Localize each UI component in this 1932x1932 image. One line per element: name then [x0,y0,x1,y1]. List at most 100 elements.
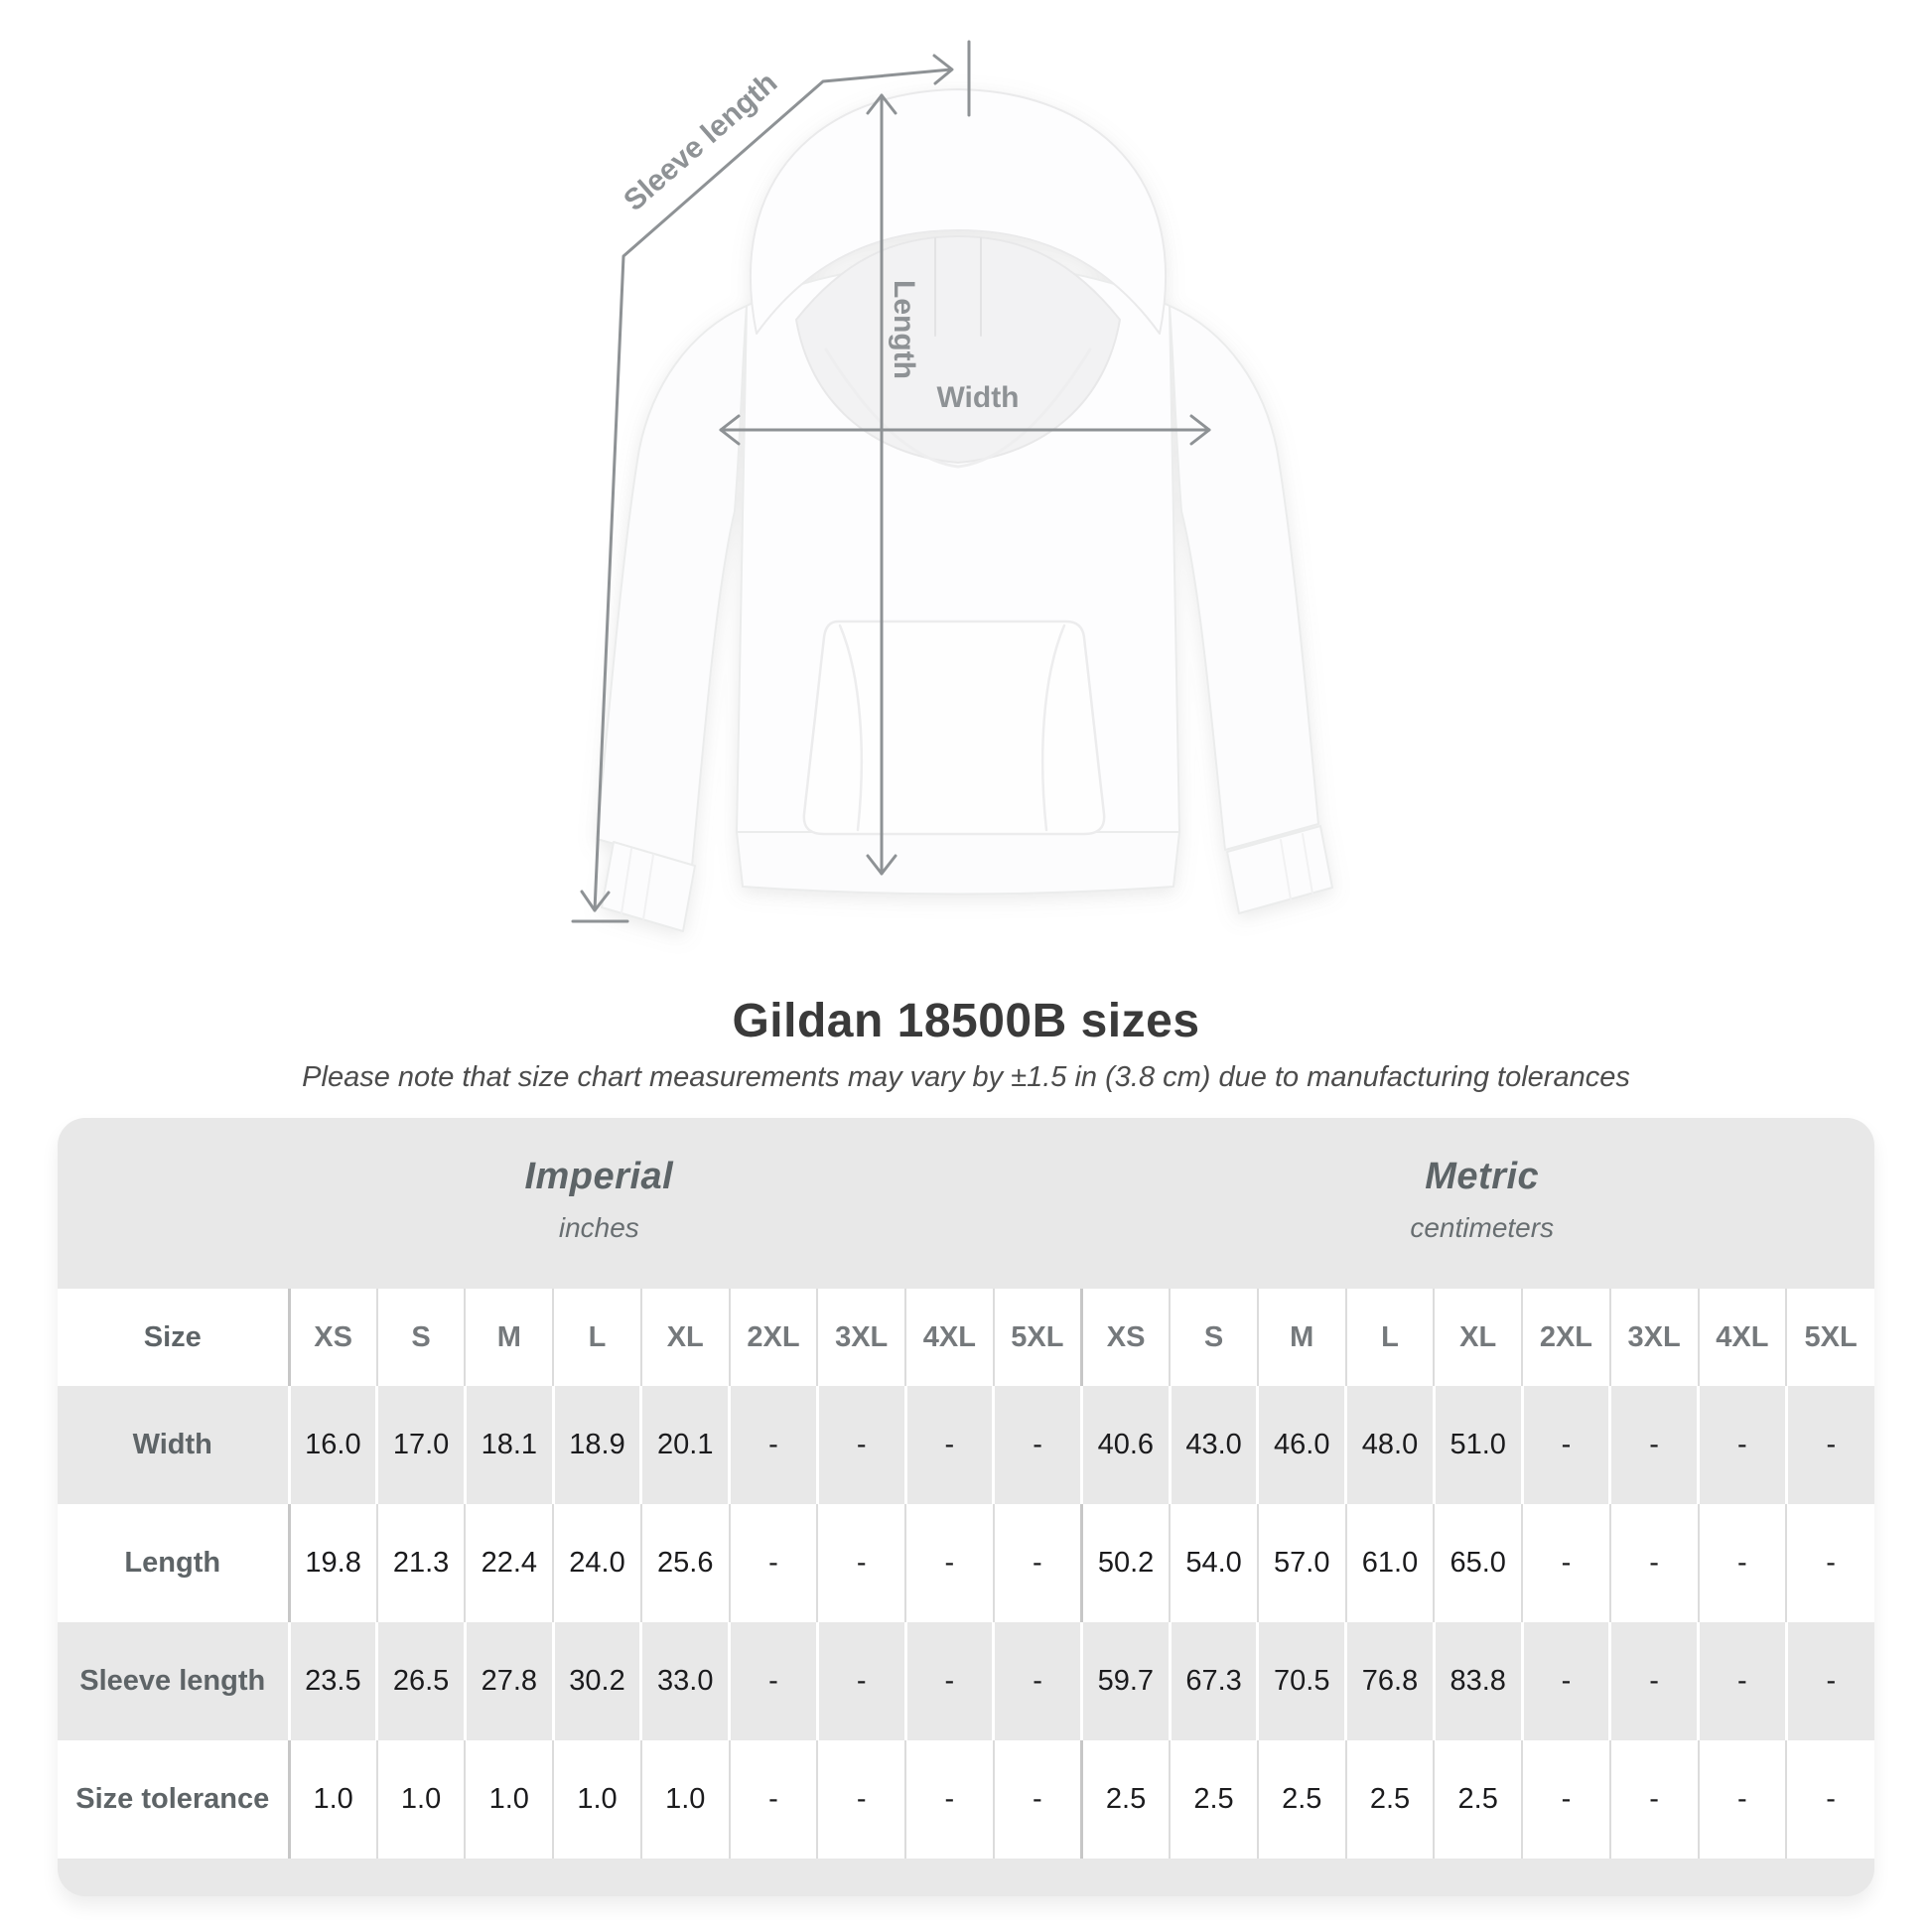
value-cell: - [1698,1740,1788,1859]
size-col-header: 3XL [817,1289,907,1386]
size-col-header: 4XL [905,1289,995,1386]
size-chart: Imperial inches Metric centimeters Size X… [58,1118,1874,1896]
value-cell: 46.0 [1257,1386,1348,1504]
value-cell: 50.2 [1081,1504,1172,1622]
size-column-label: Size [58,1289,291,1386]
value-cell: 2.5 [1345,1740,1436,1859]
value-cell: - [729,1740,819,1859]
value-cell: - [993,1740,1083,1859]
page-subtitle: Please note that size chart measurements… [302,1061,1630,1093]
value-cell: - [905,1740,995,1859]
row-label: Length [58,1504,291,1622]
value-cell: 19.8 [289,1504,378,1622]
hoodie-figure: Sleeve length Length Width [571,40,1333,932]
value-cell: 70.5 [1257,1622,1348,1740]
value-cell: - [1698,1504,1788,1622]
value-cell: - [1826,1429,1837,1460]
value-cell: - [1698,1386,1788,1504]
value-cell: - [1609,1386,1700,1504]
size-col-header: XL [640,1289,731,1386]
value-cell: - [729,1504,819,1622]
value-cell: 33.0 [640,1622,732,1740]
value-cell: 57.0 [1257,1504,1347,1622]
value-cell: 1.0 [465,1740,555,1859]
value-cell: - [1826,1783,1836,1815]
value-cell: 1.0 [376,1740,467,1859]
value-cell: - [1609,1740,1700,1859]
value-cell: 1.0 [640,1740,731,1859]
table-footer [58,1859,1874,1896]
value-cell: 30.2 [553,1622,643,1740]
value-cell: 2.5 [1434,1740,1524,1859]
value-cell: 2.5 [1081,1740,1172,1859]
page-title: Gildan 18500B sizes [732,995,1200,1047]
value-cell: 25.6 [640,1504,731,1622]
table-row: Sleeve length 23.5 26.5 27.8 30.2 33.0- - - -59.… [58,1622,1874,1740]
value-cell: - [993,1386,1083,1504]
value-cell: 22.4 [465,1504,555,1622]
size-col-header: XS [1081,1289,1172,1386]
size-col-header: XL [1434,1289,1524,1386]
value-cell: 83.8 [1434,1622,1524,1740]
value-cell: 51.0 [1434,1386,1524,1504]
value-cell: 23.5 [289,1622,379,1740]
value-cell: 18.1 [465,1386,555,1504]
size-col-header: 5XL [993,1289,1083,1386]
value-cell: - [1522,1386,1612,1504]
row-label: Width [58,1386,291,1504]
value-cell: 76.8 [1345,1622,1436,1740]
value-cell: 1.0 [289,1740,378,1859]
value-cell: - [729,1622,819,1740]
value-cell: - [1826,1547,1836,1579]
sleeve-length-arrow [571,40,971,923]
value-cell: 21.3 [376,1504,467,1622]
size-col-header: XS [289,1289,378,1386]
length-arrow [866,93,897,876]
width-label: Width [936,381,1019,414]
value-cell: - [1826,1665,1837,1697]
value-cell: - [1522,1622,1612,1740]
size-col-header: 3XL [1609,1289,1700,1386]
value-cell: - [1522,1504,1611,1622]
value-cell: 43.0 [1170,1386,1260,1504]
value-cell: 17.0 [376,1386,467,1504]
size-col-header: S [376,1289,467,1386]
size-header-row: Size XS S M L XL 2XL 3XL 4XL 5XL XS S M L XL 2XL 3XL 4XL 5… [58,1289,1874,1386]
size-col-header: L [553,1289,642,1386]
value-cell: - [1522,1740,1611,1859]
sleeve-length-label: Sleeve length [618,67,783,217]
size-col-header: L [1345,1289,1436,1386]
value-cell: 61.0 [1345,1504,1436,1622]
value-cell: 48.0 [1345,1386,1436,1504]
size-col-header: M [1257,1289,1347,1386]
value-cell: - [1609,1622,1700,1740]
value-cell: 2.5 [1257,1740,1347,1859]
value-cell: - [817,1504,907,1622]
value-cell: 27.8 [465,1622,555,1740]
value-cell: - [1698,1622,1788,1740]
hoodie-image [596,88,1333,932]
value-cell: - [905,1386,996,1504]
size-col-header: 5XL [1804,1320,1858,1353]
unit-group-header: Imperial inches Metric centimeters [58,1118,1874,1289]
size-col-header: 4XL [1698,1289,1788,1386]
value-cell: 20.1 [640,1386,732,1504]
value-cell: - [729,1386,819,1504]
value-cell: 54.0 [1170,1504,1259,1622]
width-arrow [719,414,1211,446]
table-row: Size tolerance 1.0 1.0 1.0 1.0 1.0- - - -2.5 2.5 2… [58,1740,1874,1859]
imperial-group-unit: inches [558,1212,639,1243]
size-table-body: Width 16.0 17.0 18.1 18.9 20.1- - - -40.6 43.0 46.… [58,1386,1874,1859]
metric-group-label: Metric [1425,1156,1540,1197]
row-label: Sleeve length [58,1622,291,1740]
size-col-header: 2XL [1522,1289,1611,1386]
size-col-header: M [465,1289,555,1386]
value-cell: 65.0 [1434,1504,1524,1622]
metric-group-unit: centimeters [1410,1212,1555,1243]
value-cell: 26.5 [376,1622,467,1740]
length-label: Length [888,280,920,379]
value-cell: - [905,1504,995,1622]
value-cell: 59.7 [1081,1622,1172,1740]
value-cell: 2.5 [1170,1740,1259,1859]
